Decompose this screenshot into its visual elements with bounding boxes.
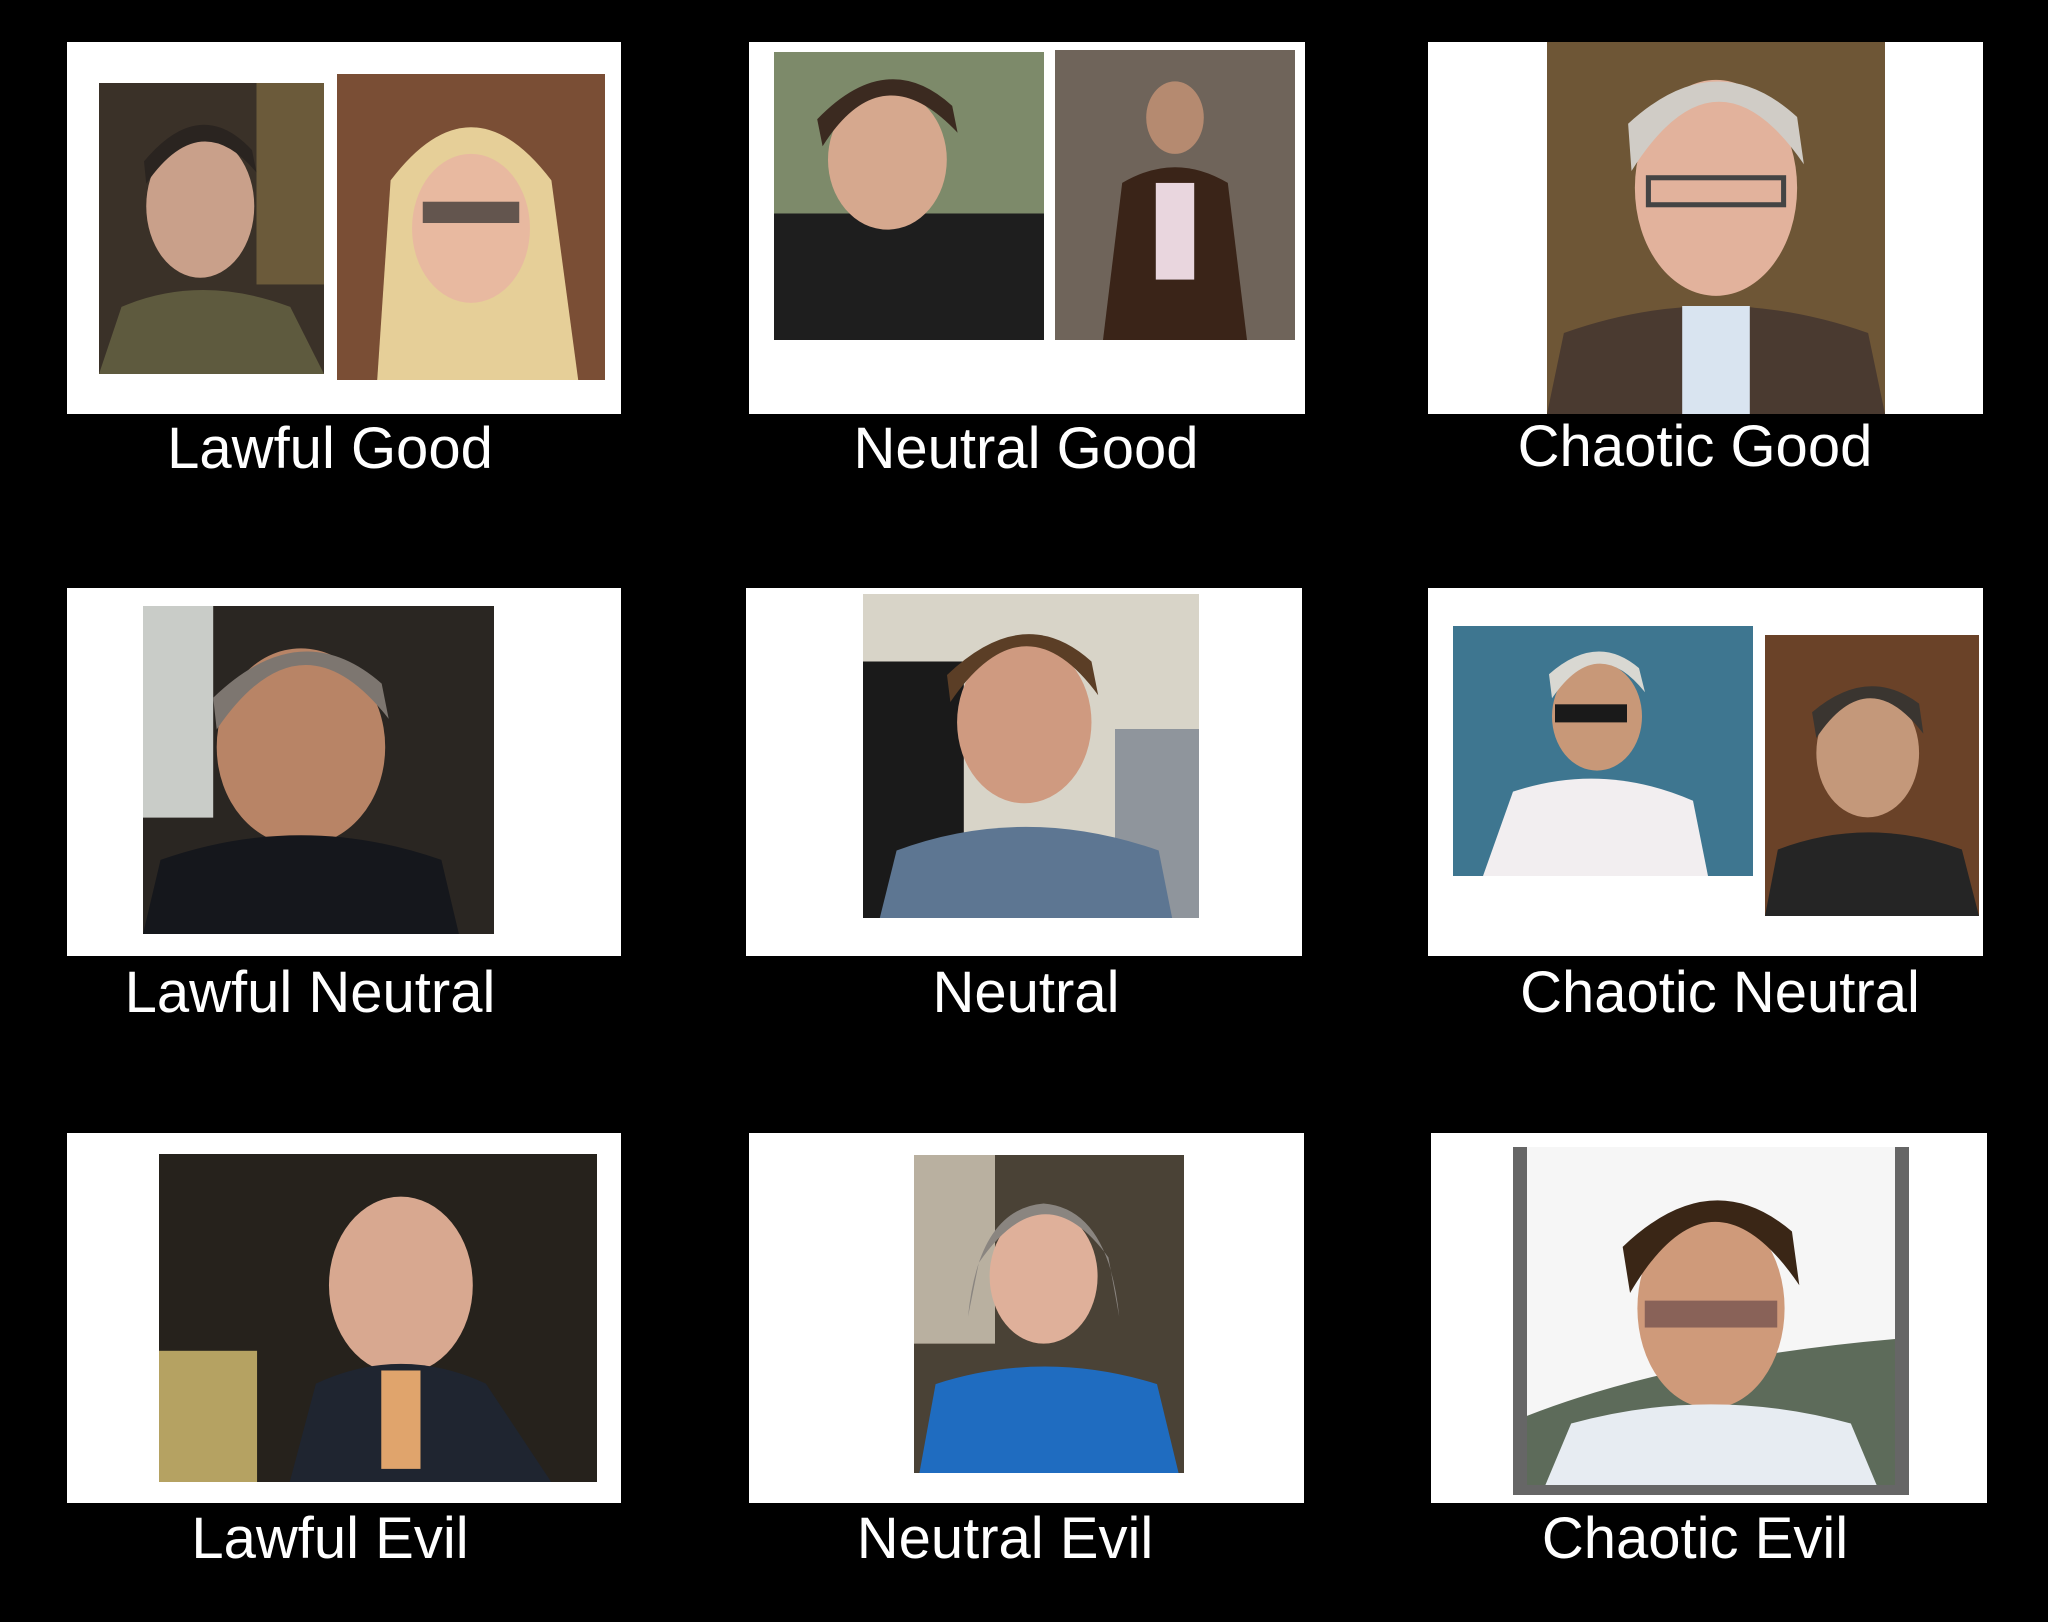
portrait-photo [1547, 42, 1885, 414]
portrait-photo [337, 74, 605, 380]
panel-neutral-good [749, 42, 1305, 414]
alignment-label: Lawful Neutral [124, 960, 496, 1025]
alignment-label: Chaotic Neutral [1520, 960, 1920, 1025]
portrait-photo [863, 594, 1199, 918]
panel-neutral [746, 588, 1302, 956]
panel-chaotic-neutral [1428, 588, 1983, 956]
panel-lawful-good [67, 42, 621, 414]
portrait-photo [1055, 50, 1295, 340]
portrait-photo [914, 1155, 1184, 1473]
alignment-label: Neutral Good [853, 416, 1199, 481]
alignment-label: Chaotic Evil [1541, 1506, 1849, 1571]
panel-lawful-evil [67, 1133, 621, 1503]
alignment-label: Lawful Evil [191, 1506, 469, 1571]
portrait-photo [143, 606, 494, 934]
portrait-photo [1765, 635, 1979, 916]
portrait-photo [774, 52, 1044, 340]
alignment-label: Neutral [932, 960, 1120, 1025]
portrait-image [1527, 1147, 1895, 1485]
panel-neutral-evil [749, 1133, 1304, 1503]
portrait-photo [159, 1154, 597, 1482]
alignment-label: Lawful Good [167, 416, 493, 481]
portrait-photo [99, 83, 324, 374]
alignment-label: Chaotic Good [1517, 414, 1873, 479]
portrait-photo [1453, 626, 1753, 876]
portrait-photo [1513, 1147, 1909, 1495]
alignment-label: Neutral Evil [856, 1506, 1154, 1571]
panel-chaotic-evil [1431, 1133, 1987, 1503]
panel-lawful-neutral [67, 588, 621, 956]
panel-chaotic-good [1428, 42, 1983, 414]
